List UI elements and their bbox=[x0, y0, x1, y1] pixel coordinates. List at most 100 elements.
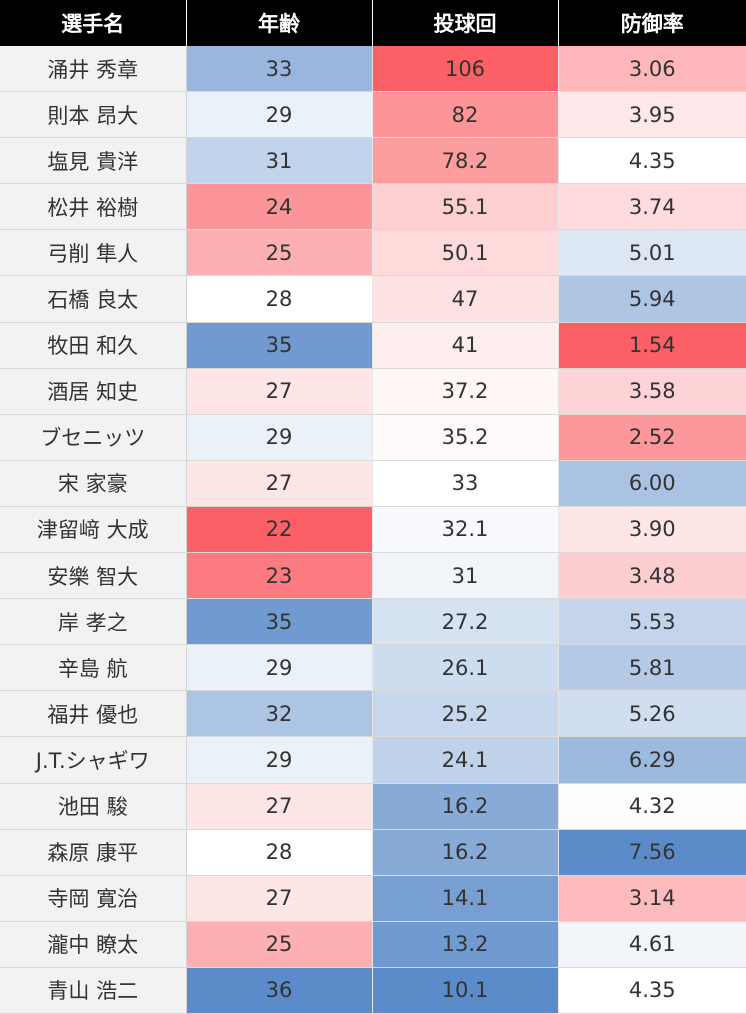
era-cell: 5.01 bbox=[558, 229, 746, 277]
player-name-cell: 石橋 良太 bbox=[0, 275, 187, 323]
player-name-cell: 安樂 智大 bbox=[0, 552, 187, 600]
age-cell: 27 bbox=[186, 783, 373, 830]
innings-cell: 31 bbox=[372, 552, 559, 600]
header-name[interactable]: 選手名 bbox=[0, 0, 187, 46]
table-row: 弓削 隼人 25 50.1 5.01 bbox=[0, 229, 746, 277]
table-row: 則本 昂大 29 82 3.95 bbox=[0, 91, 746, 139]
era-cell: 2.52 bbox=[558, 414, 746, 461]
player-name-cell: 寺岡 寛治 bbox=[0, 875, 187, 922]
age-cell: 36 bbox=[186, 967, 373, 1014]
era-cell: 3.58 bbox=[558, 368, 746, 415]
player-name-cell: 涌井 秀章 bbox=[0, 46, 187, 93]
era-cell: 5.81 bbox=[558, 644, 746, 692]
innings-cell: 25.2 bbox=[372, 690, 559, 738]
age-cell: 27 bbox=[186, 875, 373, 922]
table-row: 酒居 知史 27 37.2 3.58 bbox=[0, 368, 746, 415]
age-cell: 29 bbox=[186, 91, 373, 139]
table-header: 選手名 年齢 投球回 防御率 bbox=[0, 0, 746, 46]
table-row: 牧田 和久 35 41 1.54 bbox=[0, 322, 746, 369]
era-cell: 4.35 bbox=[558, 967, 746, 1014]
age-cell: 31 bbox=[186, 137, 373, 185]
table-row: 瀧中 瞭太 25 13.2 4.61 bbox=[0, 921, 746, 968]
player-name-cell: 岸 孝之 bbox=[0, 598, 187, 646]
table-row: 石橋 良太 28 47 5.94 bbox=[0, 275, 746, 323]
innings-cell: 13.2 bbox=[372, 921, 559, 968]
innings-cell: 27.2 bbox=[372, 598, 559, 646]
table-row: 涌井 秀章 33 106 3.06 bbox=[0, 46, 746, 93]
innings-cell: 47 bbox=[372, 275, 559, 323]
player-name-cell: 福井 優也 bbox=[0, 690, 187, 738]
player-name-cell: 則本 昂大 bbox=[0, 91, 187, 139]
table-row: 塩見 貴洋 31 78.2 4.35 bbox=[0, 137, 746, 185]
table-row: 松井 裕樹 24 55.1 3.74 bbox=[0, 183, 746, 231]
table-row: 青山 浩二 36 10.1 4.35 bbox=[0, 967, 746, 1014]
table-row: 寺岡 寛治 27 14.1 3.14 bbox=[0, 875, 746, 922]
innings-cell: 32.1 bbox=[372, 506, 559, 554]
era-cell: 7.56 bbox=[558, 829, 746, 876]
age-cell: 25 bbox=[186, 229, 373, 277]
age-cell: 35 bbox=[186, 322, 373, 369]
table-row: 辛島 航 29 26.1 5.81 bbox=[0, 644, 746, 692]
age-cell: 25 bbox=[186, 921, 373, 968]
header-row: 選手名 年齢 投球回 防御率 bbox=[0, 0, 746, 46]
age-cell: 29 bbox=[186, 414, 373, 461]
era-cell: 1.54 bbox=[558, 322, 746, 369]
innings-cell: 16.2 bbox=[372, 829, 559, 876]
innings-cell: 24.1 bbox=[372, 736, 559, 784]
player-name-cell: 塩見 貴洋 bbox=[0, 137, 187, 185]
era-cell: 4.35 bbox=[558, 137, 746, 185]
table-row: J.T.シャギワ 29 24.1 6.29 bbox=[0, 736, 746, 784]
table-row: 福井 優也 32 25.2 5.26 bbox=[0, 690, 746, 738]
header-innings[interactable]: 投球回 bbox=[372, 0, 559, 46]
table-row: ブセニッツ 29 35.2 2.52 bbox=[0, 414, 746, 461]
innings-cell: 16.2 bbox=[372, 783, 559, 830]
age-cell: 24 bbox=[186, 183, 373, 231]
table-row: 池田 駿 27 16.2 4.32 bbox=[0, 783, 746, 830]
header-era[interactable]: 防御率 bbox=[558, 0, 746, 46]
innings-cell: 41 bbox=[372, 322, 559, 369]
player-name-cell: 弓削 隼人 bbox=[0, 229, 187, 277]
player-name-cell: J.T.シャギワ bbox=[0, 736, 187, 784]
table-row: 宋 家豪 27 33 6.00 bbox=[0, 460, 746, 507]
age-cell: 28 bbox=[186, 275, 373, 323]
age-cell: 27 bbox=[186, 460, 373, 507]
table-row: 安樂 智大 23 31 3.48 bbox=[0, 552, 746, 600]
age-cell: 35 bbox=[186, 598, 373, 646]
table-row: 森原 康平 28 16.2 7.56 bbox=[0, 829, 746, 876]
innings-cell: 50.1 bbox=[372, 229, 559, 277]
player-name-cell: 瀧中 瞭太 bbox=[0, 921, 187, 968]
player-name-cell: 宋 家豪 bbox=[0, 460, 187, 507]
innings-cell: 10.1 bbox=[372, 967, 559, 1014]
age-cell: 23 bbox=[186, 552, 373, 600]
table-row: 津留﨑 大成 22 32.1 3.90 bbox=[0, 506, 746, 554]
era-cell: 3.95 bbox=[558, 91, 746, 139]
era-cell: 4.32 bbox=[558, 783, 746, 830]
player-name-cell: 池田 駿 bbox=[0, 783, 187, 830]
age-cell: 29 bbox=[186, 736, 373, 784]
header-age[interactable]: 年齢 bbox=[186, 0, 373, 46]
era-cell: 6.00 bbox=[558, 460, 746, 507]
age-cell: 28 bbox=[186, 829, 373, 876]
era-cell: 5.94 bbox=[558, 275, 746, 323]
player-name-cell: 森原 康平 bbox=[0, 829, 187, 876]
table-body: 涌井 秀章 33 106 3.06 則本 昂大 29 82 3.95 塩見 貴洋 31 78.2 4.… bbox=[0, 46, 746, 1014]
innings-cell: 33 bbox=[372, 460, 559, 507]
age-cell: 29 bbox=[186, 644, 373, 692]
player-name-cell: 酒居 知史 bbox=[0, 368, 187, 415]
era-cell: 5.53 bbox=[558, 598, 746, 646]
player-name-cell: 辛島 航 bbox=[0, 644, 187, 692]
table-row: 岸 孝之 35 27.2 5.53 bbox=[0, 598, 746, 646]
innings-cell: 78.2 bbox=[372, 137, 559, 185]
innings-cell: 35.2 bbox=[372, 414, 559, 461]
era-cell: 3.48 bbox=[558, 552, 746, 600]
era-cell: 6.29 bbox=[558, 736, 746, 784]
player-name-cell: 牧田 和久 bbox=[0, 322, 187, 369]
innings-cell: 55.1 bbox=[372, 183, 559, 231]
player-name-cell: ブセニッツ bbox=[0, 414, 187, 461]
era-cell: 3.74 bbox=[558, 183, 746, 231]
innings-cell: 26.1 bbox=[372, 644, 559, 692]
era-cell: 3.06 bbox=[558, 46, 746, 93]
player-name-cell: 津留﨑 大成 bbox=[0, 506, 187, 554]
innings-cell: 14.1 bbox=[372, 875, 559, 922]
